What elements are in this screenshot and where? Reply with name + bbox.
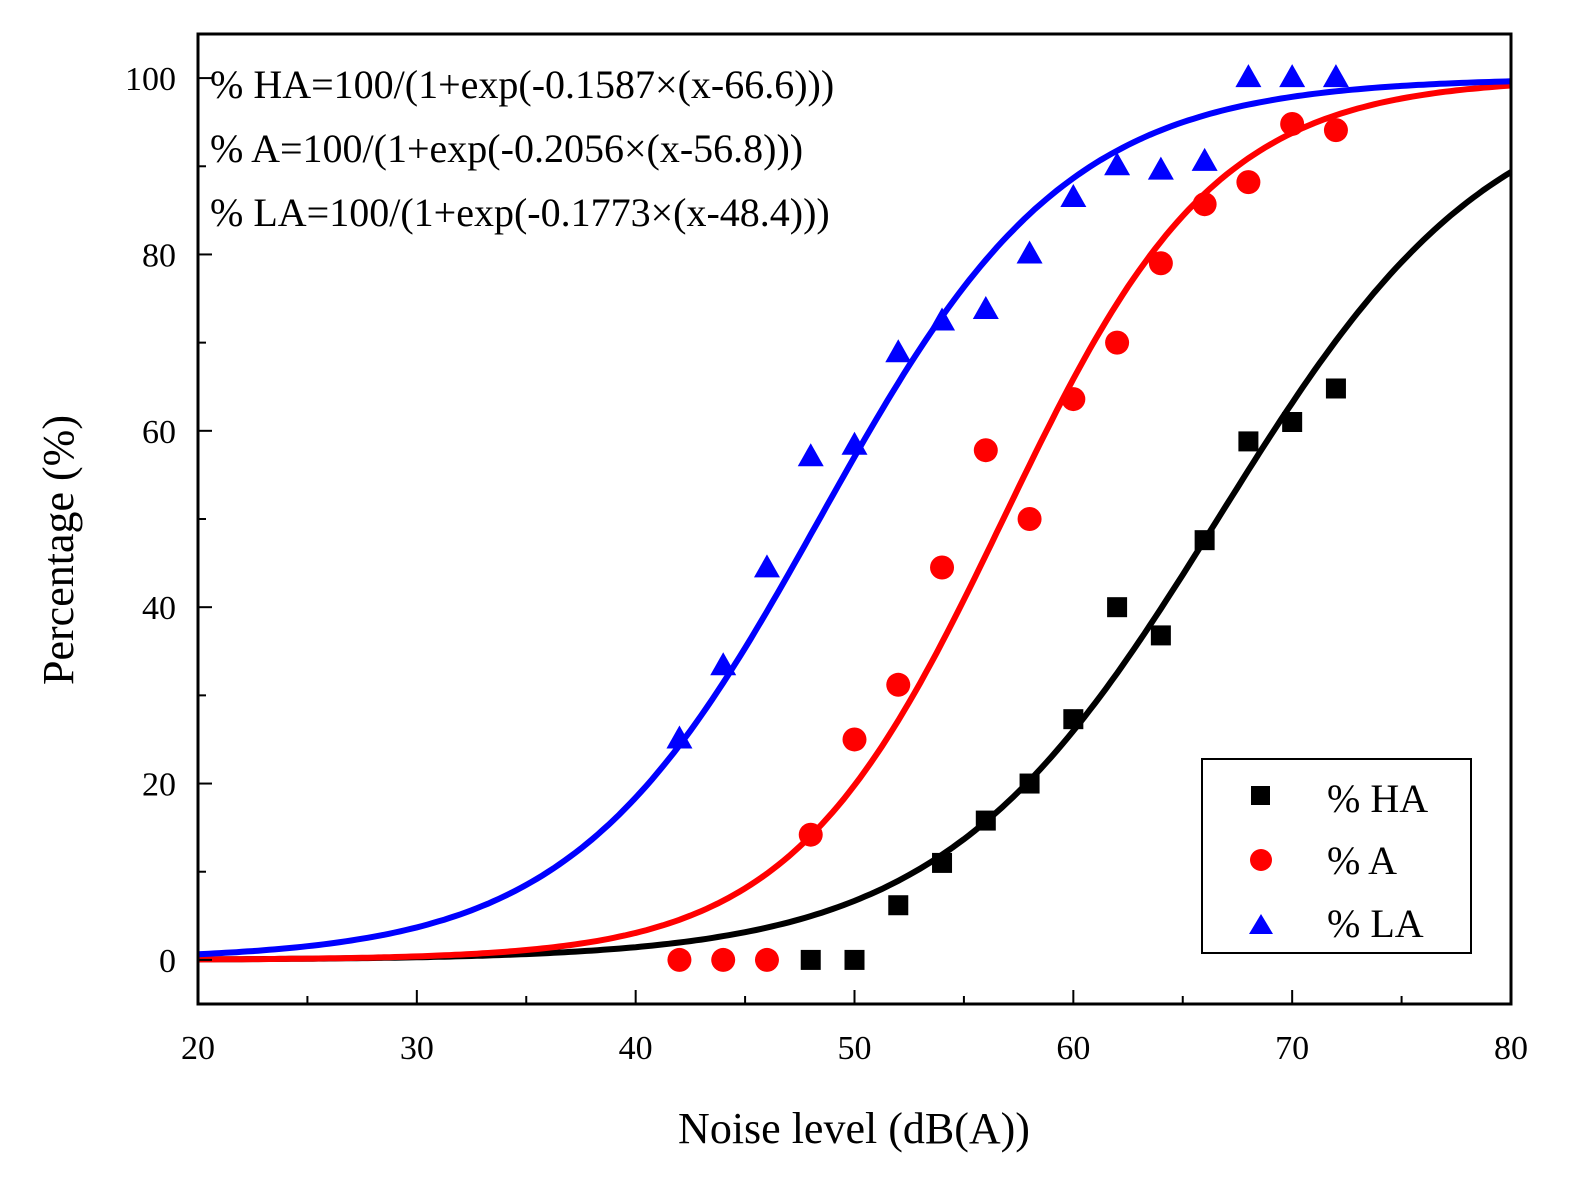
point-a xyxy=(667,947,692,972)
data-markers xyxy=(666,64,1349,972)
plot-frame xyxy=(196,32,1513,1006)
legend-label-a: % A xyxy=(1327,838,1397,883)
point-la xyxy=(753,554,780,578)
point-la xyxy=(1279,64,1306,88)
y-tick-label: 100 xyxy=(125,61,176,98)
point-a xyxy=(711,947,736,972)
point-la xyxy=(1235,64,1262,88)
point-la xyxy=(1147,156,1174,180)
x-axis-title: Noise level (dB(A)) xyxy=(678,1104,1030,1153)
point-la xyxy=(1191,147,1218,171)
point-a xyxy=(973,438,998,463)
legend-marker-la xyxy=(1249,914,1273,934)
point-ha xyxy=(844,949,865,970)
point-ha xyxy=(932,852,953,873)
point-a xyxy=(798,822,823,847)
point-la xyxy=(797,443,824,467)
y-tick-label: 20 xyxy=(142,767,176,804)
y-tick-label: 80 xyxy=(142,237,176,274)
legend-frame xyxy=(1201,758,1472,954)
point-ha xyxy=(1282,412,1303,432)
x-tick-label: 80 xyxy=(1494,1030,1528,1067)
equation-ha: % HA=100/(1+exp(-0.1587×(x-66.6))) xyxy=(210,62,834,107)
point-ha xyxy=(975,810,996,831)
x-tick-label: 60 xyxy=(1056,1030,1090,1067)
equations-block: % HA=100/(1+exp(-0.1587×(x-66.6))) % A=1… xyxy=(210,62,834,235)
point-ha xyxy=(1238,431,1259,452)
legend-marker-ha xyxy=(1251,786,1270,805)
point-la xyxy=(972,296,999,320)
y-axis-title: Percentage (%) xyxy=(34,415,83,685)
legend: % HA % A % LA xyxy=(1201,758,1472,954)
point-ha xyxy=(1150,625,1171,646)
point-a xyxy=(1192,192,1217,217)
point-ha xyxy=(800,949,821,970)
point-a xyxy=(1323,118,1348,143)
point-la xyxy=(1104,152,1131,176)
x-tick-label: 30 xyxy=(400,1030,434,1067)
legend-label-ha: % HA xyxy=(1327,776,1428,821)
point-ha xyxy=(1019,773,1040,794)
legend-marker-a xyxy=(1250,849,1272,871)
y-tick-label: 40 xyxy=(142,590,176,627)
point-la xyxy=(885,339,912,363)
point-a xyxy=(1280,111,1305,136)
point-ha xyxy=(888,895,909,916)
point-la xyxy=(1322,64,1349,88)
y-tick-label: 0 xyxy=(159,943,176,980)
point-la xyxy=(1016,240,1043,264)
equation-a: % A=100/(1+exp(-0.2056×(x-56.8))) xyxy=(210,126,803,171)
point-la xyxy=(929,307,956,331)
point-la xyxy=(710,652,737,676)
point-a xyxy=(1148,251,1173,276)
point-ha xyxy=(1063,709,1084,730)
point-a xyxy=(886,672,911,697)
point-la xyxy=(841,431,868,455)
x-tick-label: 20 xyxy=(181,1030,215,1067)
point-a xyxy=(1105,330,1130,355)
axis-ticks: 20 30 40 50 60 70 80 0 20 40 60 80 100 xyxy=(125,61,1528,1067)
point-ha xyxy=(1194,530,1215,551)
legend-label-la: % LA xyxy=(1327,901,1424,946)
x-tick-label: 50 xyxy=(838,1030,872,1067)
point-la xyxy=(666,725,693,749)
point-a xyxy=(1236,170,1261,195)
point-a xyxy=(1017,507,1042,531)
point-a xyxy=(930,555,955,580)
point-a xyxy=(754,947,779,972)
point-ha xyxy=(1325,378,1346,399)
fit-curve-la xyxy=(197,78,1512,958)
x-tick-label: 40 xyxy=(619,1030,653,1067)
equation-la: % LA=100/(1+exp(-0.1773×(x-48.4))) xyxy=(210,190,830,235)
point-la xyxy=(1060,184,1087,208)
point-ha xyxy=(1107,597,1128,618)
point-a xyxy=(842,727,867,752)
point-a xyxy=(1061,387,1086,412)
y-tick-label: 60 xyxy=(142,414,176,451)
x-tick-label: 70 xyxy=(1275,1030,1309,1067)
